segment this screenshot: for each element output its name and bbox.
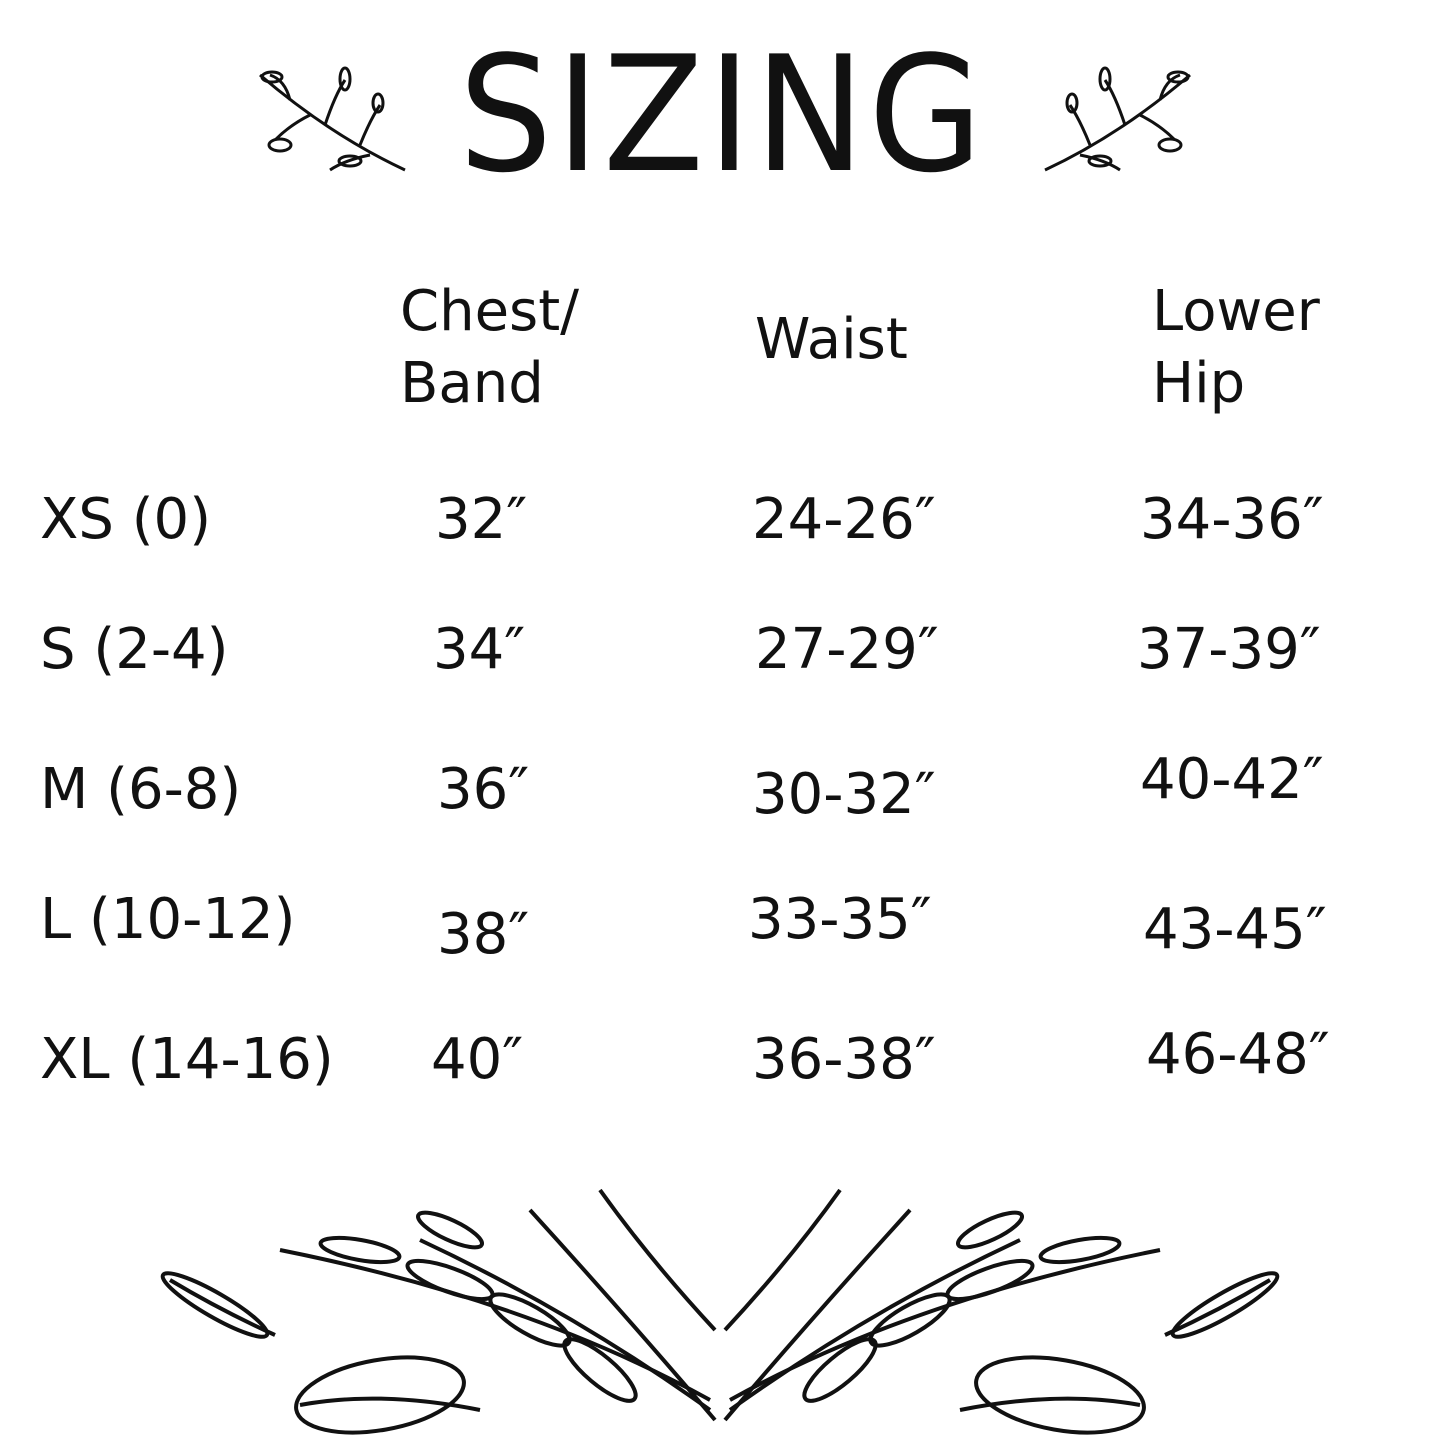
chest-value: 34″ (433, 617, 526, 682)
header-line: Hip (1152, 351, 1246, 416)
header-line: Lower (1152, 279, 1320, 344)
column-header-chest: Chest/ Band (400, 276, 579, 420)
leaf-sprig-right-icon (1044, 66, 1191, 172)
size-label: XL (14-16) (40, 1027, 334, 1092)
chest-value: 32″ (435, 487, 528, 552)
column-header-hip: Lower Hip (1152, 276, 1320, 420)
hip-value: 34-36″ (1140, 487, 1324, 552)
chest-value: 40″ (431, 1027, 524, 1092)
column-header-waist: Waist (755, 304, 908, 376)
page-title: SIZING (458, 21, 987, 208)
waist-value: 36-38″ (752, 1027, 936, 1092)
chest-value: 36″ (437, 757, 530, 822)
leaf-sprig-left-icon (259, 66, 406, 172)
size-label: M (6-8) (40, 757, 242, 822)
waist-value: 24-26″ (752, 487, 936, 552)
leaf-garland-icon (160, 1188, 1285, 1440)
header-line: Band (400, 351, 544, 416)
hip-value: 37-39″ (1137, 617, 1321, 682)
hip-value: 40-42″ (1140, 747, 1324, 812)
header-line: Chest/ (400, 279, 580, 344)
chest-value: 38″ (437, 902, 530, 967)
hip-value: 43-45″ (1143, 897, 1327, 962)
header-line: Waist (755, 307, 908, 372)
size-label: XS (0) (40, 487, 212, 552)
waist-value: 30-32″ (752, 762, 936, 827)
hip-value: 46-48″ (1146, 1022, 1330, 1087)
size-label: S (2-4) (40, 617, 229, 682)
waist-value: 33-35″ (748, 887, 932, 952)
waist-value: 27-29″ (755, 617, 939, 682)
size-label: L (10-12) (40, 887, 296, 952)
